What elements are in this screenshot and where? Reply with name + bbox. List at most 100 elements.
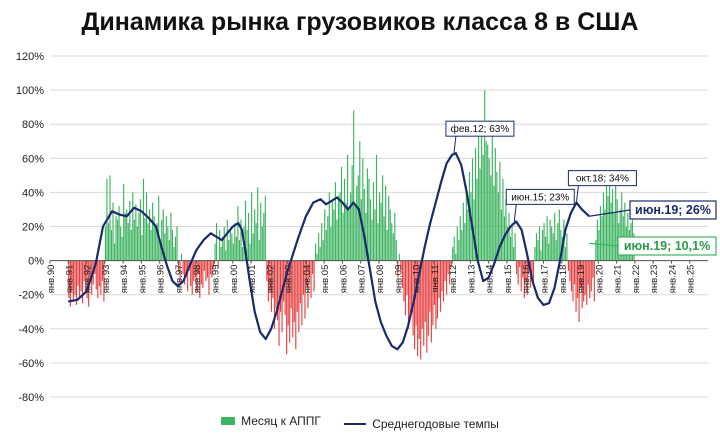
bar (270, 260, 272, 312)
bar (447, 260, 449, 275)
bar (327, 216, 329, 261)
bar (292, 260, 294, 338)
bar (531, 260, 533, 278)
bar (176, 226, 178, 261)
y-tick-label: -60% (18, 358, 44, 370)
bar (382, 175, 384, 261)
bar (478, 134, 480, 261)
legend-label-bars: Месяц к АППГ (241, 414, 321, 428)
bar (281, 260, 283, 333)
legend: Месяц к АППГ Среднегодовые темпы (0, 414, 720, 431)
bar (479, 168, 481, 261)
bar (551, 226, 553, 261)
bar (83, 260, 85, 282)
bar (363, 188, 365, 261)
x-tick-label: янв.02 (265, 265, 276, 294)
bar (532, 260, 534, 285)
bar (194, 260, 196, 278)
bar (350, 192, 352, 261)
bar (296, 260, 298, 312)
bar (409, 260, 411, 319)
bar (566, 233, 568, 261)
bar (426, 260, 428, 353)
x-tick-label: янв.98 (192, 265, 203, 294)
bar (372, 182, 375, 261)
bar (467, 209, 469, 261)
bar (520, 260, 522, 292)
bar (573, 260, 576, 285)
x-tick-label: янв.96 (156, 265, 167, 294)
bar (353, 110, 355, 261)
bar (153, 216, 155, 261)
bar (500, 209, 502, 261)
bar (231, 233, 233, 261)
bar (414, 260, 416, 350)
bar (357, 175, 359, 261)
bar (144, 217, 146, 261)
x-tick-label: янв.15 (503, 265, 514, 294)
bar (615, 185, 617, 261)
bar (120, 226, 122, 261)
x-tick-label: янв.12 (448, 265, 459, 294)
average-line (68, 152, 590, 351)
x-tick-label: янв.94 (119, 265, 130, 294)
bar (496, 171, 498, 261)
bar (254, 209, 256, 261)
bar (118, 206, 120, 261)
x-tick-label: янв.03 (284, 265, 295, 294)
x-tick-label: янв.06 (338, 265, 349, 294)
bar (286, 260, 288, 355)
legend-swatch-bars (221, 417, 236, 425)
bar (567, 260, 570, 271)
bar (149, 209, 151, 261)
bar (197, 260, 199, 275)
bar (592, 260, 594, 278)
bar (142, 178, 145, 261)
bar (293, 260, 295, 322)
bar (575, 260, 577, 312)
bar (238, 240, 241, 261)
bar (168, 240, 170, 261)
bar (112, 202, 114, 261)
bar (86, 260, 88, 299)
bar (589, 260, 591, 299)
bar (334, 182, 336, 261)
x-tick-label: янв.00 (229, 265, 240, 294)
bar (74, 260, 76, 295)
bar (336, 219, 338, 261)
x-tick-label: янв.92 (83, 265, 94, 294)
bar (216, 223, 218, 261)
bar (590, 260, 592, 292)
x-tick-label: янв.04 (302, 265, 313, 294)
bar (133, 219, 135, 261)
bar (596, 219, 598, 261)
bar (81, 260, 84, 304)
bar (205, 260, 207, 282)
bar (366, 168, 368, 261)
bar (369, 199, 372, 261)
bar (389, 209, 391, 261)
bar (526, 260, 528, 295)
bar (541, 229, 544, 261)
bar (110, 229, 113, 261)
bar (78, 260, 81, 299)
bar (439, 260, 442, 312)
bar (360, 199, 362, 261)
bar (147, 223, 149, 261)
bar (465, 185, 467, 261)
bar (442, 260, 445, 302)
bar (446, 260, 448, 295)
x-tick-label: янв.10 (412, 265, 423, 294)
bar (284, 260, 286, 316)
bar (107, 223, 110, 261)
y-tick-label: -20% (18, 290, 44, 302)
callout-pointer (453, 136, 457, 154)
bar (289, 260, 291, 343)
bar (161, 219, 163, 261)
bar (354, 206, 356, 261)
bar (391, 223, 393, 261)
x-tick-label: янв.08 (375, 265, 386, 294)
end-label-pointer (589, 242, 619, 247)
bar (155, 226, 157, 261)
bar (299, 260, 301, 304)
